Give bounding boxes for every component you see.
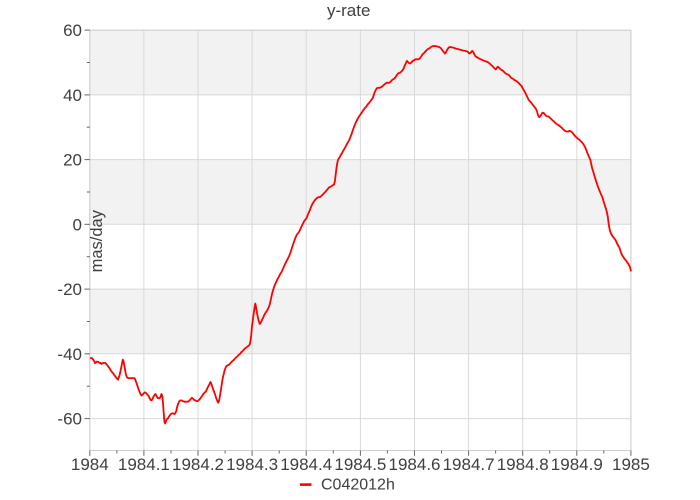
- svg-text:60: 60: [63, 21, 82, 40]
- svg-text:1984.5: 1984.5: [334, 455, 386, 474]
- svg-text:-20: -20: [57, 280, 82, 299]
- svg-text:1984.1: 1984.1: [118, 455, 170, 474]
- svg-text:0: 0: [73, 215, 82, 234]
- svg-text:1984.3: 1984.3: [226, 455, 278, 474]
- svg-text:1984.8: 1984.8: [497, 455, 549, 474]
- svg-text:1984.7: 1984.7: [443, 455, 495, 474]
- svg-text:mas/day: mas/day: [88, 209, 106, 272]
- svg-text:1984: 1984: [71, 455, 109, 474]
- svg-text:1984.2: 1984.2: [172, 455, 224, 474]
- svg-text:-60: -60: [57, 410, 82, 429]
- svg-text:1984.9: 1984.9: [551, 455, 603, 474]
- svg-text:1984.4: 1984.4: [280, 455, 332, 474]
- svg-text:-40: -40: [57, 345, 82, 364]
- svg-text:40: 40: [63, 86, 82, 105]
- svg-text:C042012h: C042012h: [321, 477, 395, 494]
- svg-text:1984.6: 1984.6: [389, 455, 441, 474]
- svg-text:1985: 1985: [612, 455, 650, 474]
- svg-text:20: 20: [63, 151, 82, 170]
- svg-text:y-rate: y-rate: [327, 1, 370, 20]
